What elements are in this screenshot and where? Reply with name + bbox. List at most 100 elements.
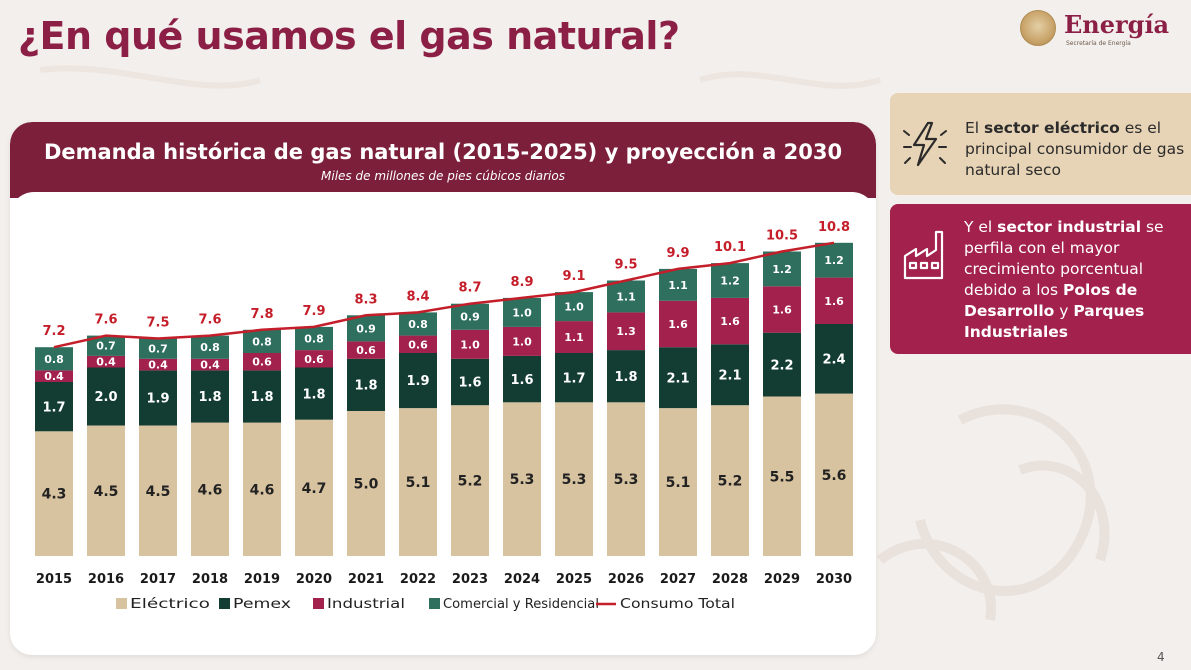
- bar-pemex-2024: [503, 355, 541, 403]
- bar-industrial-2020: [295, 350, 333, 368]
- label-industrial-2028: 1.6: [720, 315, 740, 328]
- x-tick-2028: 2028: [712, 572, 748, 587]
- x-tick-2026: 2026: [608, 572, 644, 587]
- info1-pre: El: [965, 119, 985, 137]
- bar-comercial-2018: [191, 335, 229, 359]
- bar-comercial-2015: [35, 347, 73, 371]
- bar-pemex-2019: [243, 370, 281, 423]
- x-tick-2015: 2015: [36, 572, 72, 587]
- label-pemex-2017: 1.9: [146, 392, 169, 407]
- label-electrico-2030: 5.6: [822, 468, 847, 484]
- label-industrial-2030: 1.6: [824, 295, 844, 308]
- label-comercial-2026: 1.1: [616, 290, 636, 303]
- bar-electrico-2019: [243, 422, 281, 556]
- total-label-2017: 7.5: [146, 316, 169, 331]
- label-pemex-2029: 2.2: [770, 358, 793, 373]
- chart-subtitle: Miles de millones de pies cúbicos diario…: [321, 169, 565, 183]
- total-label-2025: 9.1: [562, 269, 585, 284]
- bar-comercial-2025: [555, 292, 593, 322]
- bar-pemex-2021: [347, 358, 385, 411]
- label-industrial-2021: 0.6: [356, 344, 376, 357]
- label-pemex-2021: 1.8: [354, 379, 377, 394]
- info2-bold2: Polos de Desarrollo: [964, 281, 1138, 320]
- x-tick-2020: 2020: [296, 572, 332, 587]
- bar-industrial-2016: [87, 355, 125, 368]
- bar-comercial-2019: [243, 329, 281, 353]
- label-pemex-2020: 1.8: [302, 387, 325, 402]
- bar-industrial-2024: [503, 326, 541, 356]
- chart-header: Demanda histórica de gas natural (2015-2…: [10, 122, 876, 198]
- label-pemex-2018: 1.8: [198, 390, 221, 405]
- bar-pemex-2017: [139, 370, 177, 426]
- bar-pemex-2025: [555, 353, 593, 403]
- logo-brand: Energía: [1064, 10, 1170, 39]
- legend-label-industrial: Industrial: [327, 597, 405, 612]
- bar-industrial-2021: [347, 341, 385, 359]
- label-industrial-2020: 0.6: [304, 353, 324, 366]
- page-number: 4: [1157, 650, 1165, 664]
- bar-electrico-2027: [659, 408, 697, 556]
- label-electrico-2026: 5.3: [614, 472, 639, 488]
- bar-electrico-2020: [295, 419, 333, 556]
- total-label-2030: 10.8: [818, 220, 850, 235]
- total-label-2023: 8.7: [458, 281, 481, 296]
- energia-logo: Energía Secretaría de Energía: [1020, 8, 1180, 50]
- bar-comercial-2023: [451, 303, 489, 330]
- total-label-2015: 7.2: [42, 324, 65, 339]
- bar-electrico-2022: [399, 408, 437, 556]
- label-electrico-2018: 4.6: [198, 482, 223, 498]
- label-electrico-2028: 5.2: [718, 474, 743, 490]
- bar-comercial-2030: [815, 242, 853, 278]
- x-tick-2022: 2022: [400, 572, 436, 587]
- label-pemex-2024: 1.6: [510, 373, 533, 388]
- bar-pemex-2030: [815, 324, 853, 394]
- info-box-industrial: Y el sector industrial se perfila con el…: [890, 204, 1191, 354]
- bar-industrial-2022: [399, 335, 437, 353]
- bar-industrial-2019: [243, 353, 281, 371]
- bar-industrial-2018: [191, 358, 229, 371]
- label-industrial-2018: 0.4: [200, 359, 220, 372]
- info2-bold3: Parques Industriales: [964, 302, 1145, 341]
- total-label-2026: 9.5: [614, 258, 637, 273]
- label-pemex-2027: 2.1: [666, 371, 689, 386]
- x-tick-2018: 2018: [192, 572, 228, 587]
- legend-label-electrico: Eléctrico: [130, 597, 210, 612]
- label-comercial-2023: 0.9: [460, 311, 480, 324]
- info2-mid2: y: [1054, 302, 1074, 320]
- label-comercial-2017: 0.7: [148, 343, 168, 356]
- label-electrico-2016: 4.5: [94, 484, 119, 500]
- bar-comercial-2017: [139, 338, 177, 359]
- x-tick-2016: 2016: [88, 572, 124, 587]
- label-industrial-2019: 0.6: [252, 356, 272, 369]
- total-label-2016: 7.6: [94, 313, 117, 328]
- label-comercial-2024: 1.0: [512, 306, 532, 319]
- label-electrico-2023: 5.2: [458, 474, 483, 490]
- bar-comercial-2026: [607, 280, 645, 313]
- bar-comercial-2024: [503, 297, 541, 327]
- bar-pemex-2015: [35, 382, 73, 432]
- bar-industrial-2026: [607, 312, 645, 351]
- bar-industrial-2027: [659, 300, 697, 348]
- label-electrico-2021: 5.0: [354, 477, 379, 493]
- x-tick-2023: 2023: [452, 572, 488, 587]
- bar-industrial-2025: [555, 321, 593, 353]
- label-electrico-2029: 5.5: [770, 469, 795, 485]
- logo-subtitle: Secretaría de Energía: [1066, 40, 1131, 47]
- label-comercial-2019: 0.8: [252, 335, 272, 348]
- label-pemex-2022: 1.9: [406, 374, 429, 389]
- label-industrial-2015: 0.4: [44, 370, 64, 383]
- bar-comercial-2027: [659, 268, 697, 301]
- bar-electrico-2024: [503, 402, 541, 556]
- label-electrico-2024: 5.3: [510, 472, 535, 488]
- label-electrico-2022: 5.1: [406, 475, 431, 491]
- info2-mid: se perfila con el mayor crecimiento porc…: [964, 218, 1164, 299]
- bar-electrico-2021: [347, 411, 385, 556]
- label-electrico-2019: 4.6: [250, 482, 275, 498]
- label-pemex-2030: 2.4: [822, 352, 845, 367]
- info-text-electric: El sector eléctrico es el principal cons…: [965, 118, 1185, 181]
- info-box-electric: El sector eléctrico es el principal cons…: [890, 93, 1191, 195]
- bar-pemex-2028: [711, 344, 749, 406]
- label-electrico-2015: 4.3: [42, 487, 67, 503]
- label-comercial-2021: 0.9: [356, 322, 376, 335]
- bar-pemex-2023: [451, 358, 489, 406]
